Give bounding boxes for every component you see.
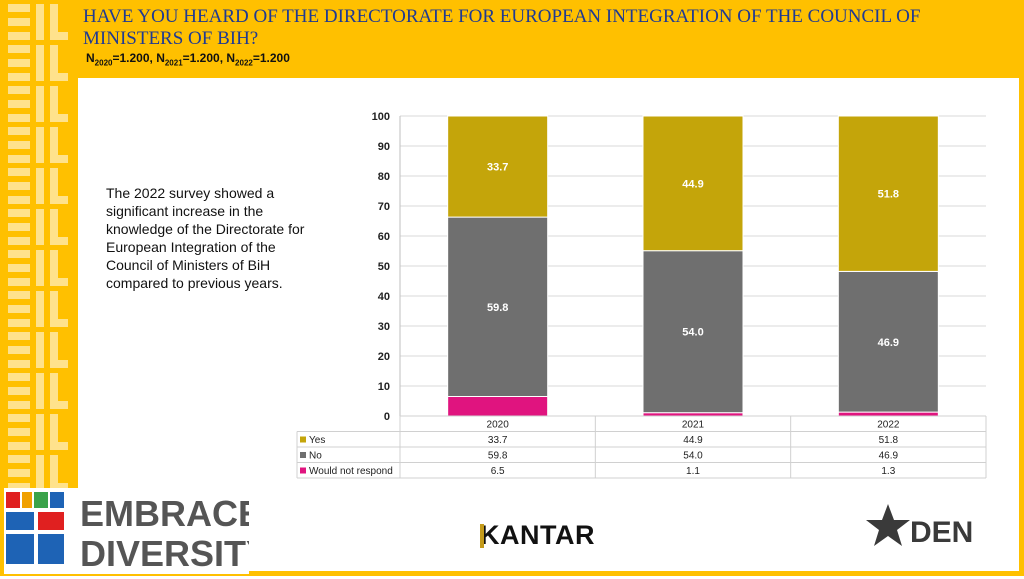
table-cell: 46.9 (879, 451, 899, 462)
den-logo: DEN (866, 504, 973, 549)
bar-segment (447, 216, 549, 397)
diversity-word: DIVERSITY (80, 533, 249, 574)
bar-segment (447, 396, 549, 417)
y-tick-label: 40 (378, 291, 390, 303)
sample-n-2020: N2020=1.200, (86, 51, 157, 68)
strip-mark (8, 332, 68, 368)
y-tick-label: 50 (378, 261, 390, 273)
table-cell: 33.7 (488, 435, 508, 446)
bar-segment (642, 115, 744, 252)
data-label: 44.9 (682, 178, 703, 190)
legend-swatch (300, 467, 306, 474)
bar-segment (642, 250, 744, 414)
x-tick-label: 2022 (877, 420, 900, 431)
bar-segment (837, 411, 939, 417)
embrace-diversity-logo: EMBRACE DIVERSITY (4, 488, 270, 574)
page-title: HAVE YOU HEARD OF THE DIRECTORATE FOR EU… (83, 6, 921, 49)
strip-mark (8, 414, 68, 450)
bar-segment (837, 115, 939, 272)
data-label: 46.9 (878, 337, 899, 349)
data-label: 54.0 (682, 327, 703, 339)
y-tick-label: 60 (378, 231, 390, 243)
den-wordmark: DEN (910, 516, 973, 549)
strip-mark (8, 373, 68, 409)
strip-mark (8, 127, 68, 163)
den-star-icon (866, 504, 910, 546)
table-cell: 59.8 (488, 451, 508, 462)
legend-entry: No (309, 451, 322, 462)
table-cell: 6.5 (491, 466, 505, 477)
strip-mark (8, 455, 68, 491)
table-cell: 51.8 (879, 435, 899, 446)
legend-entry: Yes (309, 435, 325, 446)
sample-size: N2020=1.200, N2021=1.200, N2022=1.200 (86, 51, 290, 67)
y-tick-label: 80 (378, 171, 390, 183)
x-tick-label: 2020 (487, 420, 510, 431)
left-strip (0, 0, 75, 576)
data-label: 59.8 (487, 302, 508, 314)
strip-mark (8, 250, 68, 286)
strip-mark (8, 86, 68, 122)
strip-mark (8, 45, 68, 81)
strip-mark (8, 168, 68, 204)
bar-segment (837, 270, 939, 413)
y-tick-label: 90 (378, 141, 390, 153)
legend-swatch (300, 436, 306, 443)
summary-note: The 2022 survey showed a significant inc… (106, 185, 305, 291)
bar-segment (447, 115, 549, 218)
embrace-word: EMBRACE (80, 493, 249, 534)
sample-n-2021: N2021=1.200, (156, 51, 227, 68)
embrace-diversity-graphic: EMBRACE DIVERSITY (6, 492, 270, 574)
y-tick-label: 10 (378, 381, 390, 393)
x-tick-label: 2021 (682, 420, 705, 431)
table-cell: 44.9 (683, 435, 703, 446)
table-cell: 1.1 (686, 466, 700, 477)
legend-swatch (300, 452, 306, 458)
data-label: 51.8 (878, 189, 899, 201)
strip-mark (8, 291, 68, 327)
table-cell: 54.0 (683, 451, 703, 462)
y-tick-label: 30 (378, 321, 390, 333)
y-tick-label: 100 (372, 111, 390, 123)
header-band (0, 0, 1024, 78)
sample-n-2022: N2022=1.200 (226, 51, 290, 68)
strip-mark (8, 4, 68, 40)
y-tick-label: 0 (384, 411, 390, 423)
table-cell: 1.3 (881, 466, 895, 477)
y-tick-label: 70 (378, 201, 390, 213)
data-label: 33.7 (487, 162, 508, 174)
legend-entry: Would not respond (309, 466, 393, 477)
y-tick-label: 20 (378, 351, 390, 363)
kantar-logo: KANTAR (480, 520, 595, 550)
bih-eu-pattern (8, 4, 68, 491)
strip-mark (8, 209, 68, 245)
